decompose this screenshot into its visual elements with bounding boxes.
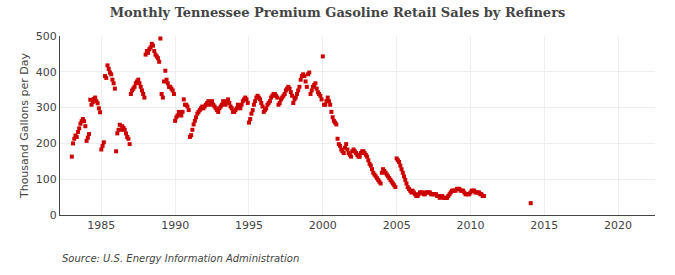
svg-text:200: 200: [36, 137, 57, 150]
svg-text:1995: 1995: [235, 219, 263, 232]
svg-text:2000: 2000: [309, 219, 337, 232]
svg-text:1985: 1985: [87, 219, 115, 232]
svg-text:2005: 2005: [383, 219, 411, 232]
svg-text:1990: 1990: [161, 219, 189, 232]
svg-text:500: 500: [36, 30, 57, 43]
svg-text:Monthly Tennessee Premium Gaso: Monthly Tennessee Premium Gasoline Retai…: [110, 5, 566, 20]
svg-text:0: 0: [50, 209, 57, 222]
svg-text:Source: U.S. Energy Informatio: Source: U.S. Energy Information Administ…: [62, 253, 299, 264]
svg-text:2020: 2020: [604, 219, 632, 232]
svg-text:100: 100: [36, 173, 57, 186]
svg-text:2015: 2015: [530, 219, 558, 232]
svg-text:300: 300: [36, 101, 57, 114]
svg-text:2010: 2010: [456, 219, 484, 232]
svg-text:400: 400: [36, 66, 57, 79]
svg-text:Thousand Gallons per Day: Thousand Gallons per Day: [18, 52, 31, 199]
